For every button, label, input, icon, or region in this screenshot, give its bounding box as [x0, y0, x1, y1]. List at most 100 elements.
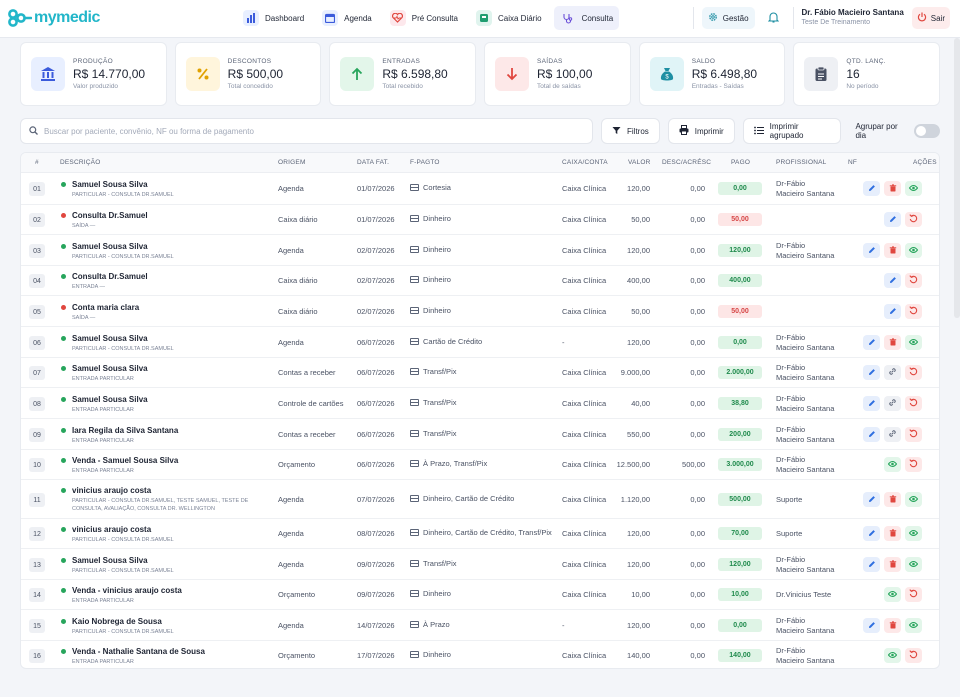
row-title[interactable]: Kaio Nobrega de Sousa: [72, 617, 162, 626]
table-row[interactable]: 11 vinicius araujo costa PARTICULAR - CONS…: [21, 480, 939, 519]
col-forma-pagamento[interactable]: F-PAGTO: [410, 159, 440, 166]
reverse-button[interactable]: [905, 304, 922, 319]
row-title[interactable]: Conta maria clara: [72, 303, 140, 312]
filters-button[interactable]: Filtros: [601, 118, 660, 144]
col-data[interactable]: DATA FAT.: [357, 159, 390, 166]
logo[interactable]: mymedic: [6, 8, 100, 28]
col-descricao[interactable]: DESCRIÇÃO: [60, 159, 101, 166]
table-row[interactable]: 06 Samuel Sousa Silva PARTICULAR - CONSULT…: [21, 327, 939, 358]
reverse-button[interactable]: [905, 273, 922, 288]
col-origem[interactable]: ORIGEM: [278, 159, 306, 166]
row-title[interactable]: Samuel Sousa Silva: [72, 242, 148, 251]
nav-caixa-diario[interactable]: Caixa Diário: [470, 6, 548, 30]
link-button[interactable]: [884, 365, 901, 380]
edit-button[interactable]: [863, 618, 880, 633]
notifications-button[interactable]: [763, 7, 785, 29]
delete-button[interactable]: [884, 618, 901, 633]
row-title[interactable]: Samuel Sousa Silva: [72, 364, 148, 373]
delete-button[interactable]: [884, 492, 901, 507]
reverse-button[interactable]: [905, 212, 922, 227]
row-title[interactable]: Samuel Sousa Silva: [72, 556, 148, 565]
nav-agenda[interactable]: Agenda: [316, 6, 378, 30]
table-row[interactable]: 12 vinicius araujo costa PARTICULAR - CONS…: [21, 519, 939, 549]
print-grouped-button[interactable]: Imprimir agrupado: [742, 118, 842, 144]
edit-button[interactable]: [884, 212, 901, 227]
row-title[interactable]: Samuel Sousa Silva: [72, 395, 148, 404]
reverse-button[interactable]: [905, 457, 922, 472]
row-title[interactable]: Venda - Nathalie Santana de Sousa: [72, 647, 205, 656]
row-title[interactable]: Venda - vinicius araujo costa: [72, 586, 182, 595]
nav-consulta[interactable]: Consulta: [553, 6, 620, 30]
view-button[interactable]: [905, 618, 922, 633]
view-button[interactable]: [905, 526, 922, 541]
table-row[interactable]: 05 Conta maria clara SAÍDA — Caixa diário 02…: [21, 296, 939, 327]
logout-button[interactable]: Sair: [911, 7, 950, 29]
view-button[interactable]: [905, 181, 922, 196]
view-button[interactable]: [884, 457, 901, 472]
delete-button[interactable]: [884, 526, 901, 541]
edit-button[interactable]: [863, 526, 880, 541]
user-info[interactable]: Dr. Fábio Macieiro Santana Teste De Trei…: [802, 8, 904, 28]
view-button[interactable]: [905, 335, 922, 350]
gestao-button[interactable]: Gestão: [701, 7, 755, 29]
link-button[interactable]: [884, 427, 901, 442]
reverse-button[interactable]: [905, 648, 922, 663]
col-caixa[interactable]: CAIXA/CONTA: [562, 159, 608, 166]
view-button[interactable]: [905, 557, 922, 572]
row-title[interactable]: Iara Regila da Silva Santana: [72, 426, 179, 435]
edit-button[interactable]: [863, 365, 880, 380]
delete-button[interactable]: [884, 335, 901, 350]
edit-button[interactable]: [863, 335, 880, 350]
scrollbar[interactable]: [954, 38, 960, 318]
table-row[interactable]: 09 Iara Regila da Silva Santana ENTRADA PA…: [21, 419, 939, 450]
reverse-button[interactable]: [905, 427, 922, 442]
delete-button[interactable]: [884, 557, 901, 572]
edit-button[interactable]: [884, 304, 901, 319]
table-row[interactable]: 14 Venda - vinicius araujo costa ENTRADA P…: [21, 580, 939, 610]
edit-button[interactable]: [863, 396, 880, 411]
table-row[interactable]: 02 Consulta Dr.Samuel SAÍDA — Caixa diário 0…: [21, 205, 939, 235]
view-button[interactable]: [905, 243, 922, 258]
table-row[interactable]: 01 Samuel Sousa Silva PARTICULAR - CONSULT…: [21, 173, 939, 205]
edit-button[interactable]: [863, 181, 880, 196]
delete-button[interactable]: [884, 181, 901, 196]
link-button[interactable]: [884, 396, 901, 411]
table-row[interactable]: 10 Venda - Samuel Sousa Silva ENTRADA PART…: [21, 450, 939, 480]
reverse-button[interactable]: [905, 396, 922, 411]
table-row[interactable]: 15 Kaio Nobrega de Sousa PARTICULAR - CONS…: [21, 610, 939, 641]
row-title[interactable]: Consulta Dr.Samuel: [72, 272, 148, 281]
search-input[interactable]: [44, 126, 564, 136]
row-forma-pagamento-text: À Prazo, Transf/Pix: [423, 459, 488, 468]
table-row[interactable]: 16 Venda - Nathalie Santana de Sousa ENTRA…: [21, 641, 939, 668]
row-title[interactable]: Samuel Sousa Silva: [72, 180, 148, 189]
table-row[interactable]: 04 Consulta Dr.Samuel ENTRADA — Caixa diári…: [21, 266, 939, 296]
table-row[interactable]: 07 Samuel Sousa Silva ENTRADA PARTICULAR Co…: [21, 358, 939, 388]
row-title[interactable]: vinicius araujo costa: [72, 486, 152, 495]
delete-button[interactable]: [884, 243, 901, 258]
edit-button[interactable]: [863, 243, 880, 258]
reverse-button[interactable]: [905, 365, 922, 380]
row-title[interactable]: vinicius araujo costa: [72, 525, 152, 534]
reverse-button[interactable]: [905, 587, 922, 602]
edit-button[interactable]: [863, 492, 880, 507]
edit-button[interactable]: [863, 427, 880, 442]
col-desc-acresc[interactable]: DESC/ACRÉSC: [662, 159, 712, 166]
col-pago[interactable]: PAGO: [731, 159, 751, 166]
row-title[interactable]: Consulta Dr.Samuel: [72, 211, 148, 220]
col-profissional[interactable]: PROFISSIONAL: [776, 159, 827, 166]
edit-button[interactable]: [863, 557, 880, 572]
col-valor[interactable]: VALOR: [628, 159, 651, 166]
view-button[interactable]: [884, 587, 901, 602]
row-title[interactable]: Samuel Sousa Silva: [72, 334, 148, 343]
group-by-day-toggle[interactable]: [913, 124, 940, 138]
table-row[interactable]: 08 Samuel Sousa Silva ENTRADA PARTICULAR Co…: [21, 388, 939, 419]
edit-button[interactable]: [884, 273, 901, 288]
table-row[interactable]: 13 Samuel Sousa Silva PARTICULAR - CONSULT…: [21, 549, 939, 580]
view-button[interactable]: [905, 492, 922, 507]
nav-dashboard[interactable]: Dashboard: [237, 6, 310, 30]
print-button[interactable]: Imprimir: [667, 118, 735, 144]
table-row[interactable]: 03 Samuel Sousa Silva PARTICULAR - CONSULT…: [21, 235, 939, 266]
nav-pre-consulta[interactable]: Pré Consulta: [384, 6, 464, 30]
view-button[interactable]: [884, 648, 901, 663]
row-title[interactable]: Venda - Samuel Sousa Silva: [72, 456, 179, 465]
